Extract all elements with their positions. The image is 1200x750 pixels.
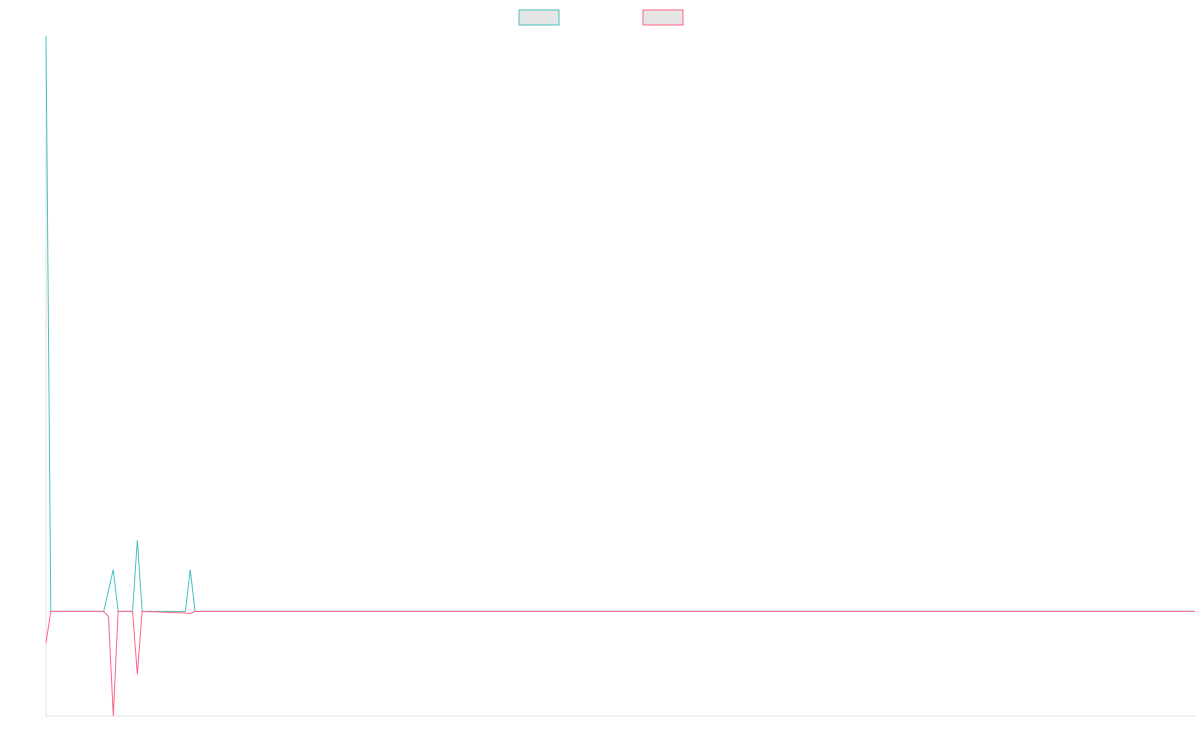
series-line <box>45 35 1195 612</box>
series-line <box>45 610 1195 717</box>
legend-swatch <box>518 9 560 26</box>
legend-swatch <box>642 9 684 26</box>
